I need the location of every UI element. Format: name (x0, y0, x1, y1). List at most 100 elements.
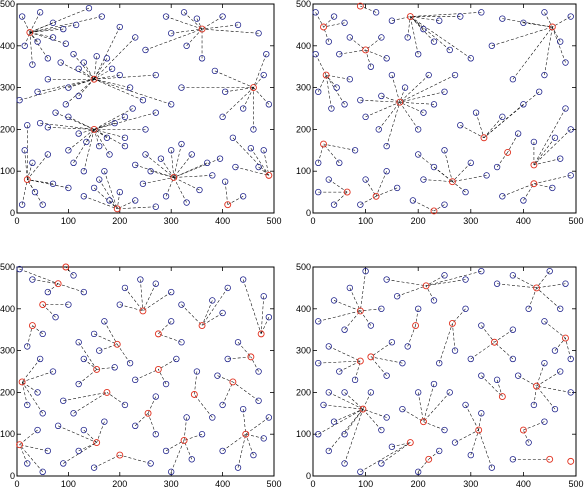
node-point (467, 55, 474, 62)
link-line (428, 450, 440, 460)
link-line (328, 346, 361, 362)
link-line (235, 166, 269, 176)
link-line (502, 183, 535, 197)
cluster-head-point (356, 357, 364, 365)
cluster-head-point (54, 280, 62, 288)
x-tick-label: 300 (164, 216, 179, 226)
x-tick-label: 0 (14, 479, 19, 489)
cluster-head-point (498, 393, 506, 401)
node-point (29, 61, 36, 68)
node-point (219, 13, 226, 20)
node-point (116, 71, 123, 79)
link-line (73, 53, 95, 80)
node-point (328, 105, 335, 112)
node-point (101, 168, 108, 175)
node-point (375, 126, 382, 133)
subplot-top-right: 0 100 200 300 400 500 0 100 200 300 400 500 (296, 0, 584, 226)
link-line (21, 381, 28, 406)
link-line (29, 32, 49, 59)
node-point (404, 343, 411, 350)
node-point (383, 142, 390, 150)
node-point (436, 17, 443, 24)
node-point (221, 178, 229, 185)
cluster-head-point (491, 338, 498, 346)
link-line (40, 122, 95, 130)
node-point (216, 155, 224, 162)
node-point (388, 71, 396, 79)
link-line (318, 408, 364, 435)
node-point (111, 119, 118, 127)
node-point (234, 464, 242, 471)
node-point (173, 355, 180, 363)
node-point (183, 42, 190, 49)
link-line (344, 409, 364, 464)
cluster-head-point (247, 353, 255, 361)
node-point (441, 426, 448, 434)
cluster-head-point (480, 134, 488, 142)
node-point (162, 13, 170, 20)
node-point (34, 38, 41, 45)
node-point (75, 130, 82, 137)
link-line (73, 392, 108, 414)
node-point (420, 109, 427, 116)
node-point (260, 147, 267, 154)
node-point (250, 451, 257, 459)
node-point (488, 42, 496, 49)
node-point (265, 313, 273, 321)
node-point (168, 288, 175, 296)
link-line (565, 337, 572, 360)
node-point (341, 326, 348, 333)
link-line (22, 371, 54, 383)
y-tick-label: 0 (10, 208, 15, 218)
node-point (90, 184, 98, 192)
axes-frame (16, 3, 275, 214)
link-line (142, 291, 172, 312)
link-line (536, 287, 561, 310)
link-line (536, 363, 545, 387)
cluster-head-point (93, 439, 101, 447)
y-tick-label: 500 (0, 262, 15, 272)
cluster-head-point (113, 340, 121, 348)
link-line (528, 287, 537, 309)
link-line (202, 24, 239, 30)
node-point (121, 284, 129, 292)
node-point (315, 318, 322, 325)
node-point (393, 293, 401, 300)
node-point (152, 71, 159, 79)
node-point (312, 9, 319, 16)
y-tick-label: 300 (296, 83, 311, 93)
node-point (168, 147, 175, 154)
node-point (96, 142, 103, 150)
link-line (104, 171, 118, 209)
x-tick-label: 300 (463, 479, 478, 489)
node-point (234, 21, 242, 29)
node-point (44, 447, 52, 455)
node-point (425, 71, 432, 79)
node-point (420, 25, 427, 33)
cluster-head-point (170, 174, 178, 181)
link-line (29, 32, 54, 38)
link-line (29, 16, 102, 33)
x-tick-label: 200 (411, 479, 426, 489)
cluster-head-point (249, 84, 257, 92)
node-point (509, 355, 517, 363)
x-tick-label: 100 (61, 216, 76, 226)
node-point (34, 88, 41, 95)
link-line (344, 392, 364, 410)
node-point (436, 447, 443, 455)
cluster-head-point (356, 307, 364, 315)
link-line (410, 16, 419, 55)
node-point (24, 460, 31, 467)
link-line (27, 325, 33, 347)
node-point (478, 410, 485, 417)
node-point (315, 159, 322, 167)
link-line (344, 408, 364, 435)
node-point (399, 359, 406, 367)
node-point (39, 330, 46, 338)
node-point (362, 268, 369, 275)
link-line (29, 32, 66, 44)
link-line (536, 283, 566, 289)
node-point (530, 138, 538, 146)
node-point (562, 280, 569, 287)
node-point (493, 163, 501, 171)
